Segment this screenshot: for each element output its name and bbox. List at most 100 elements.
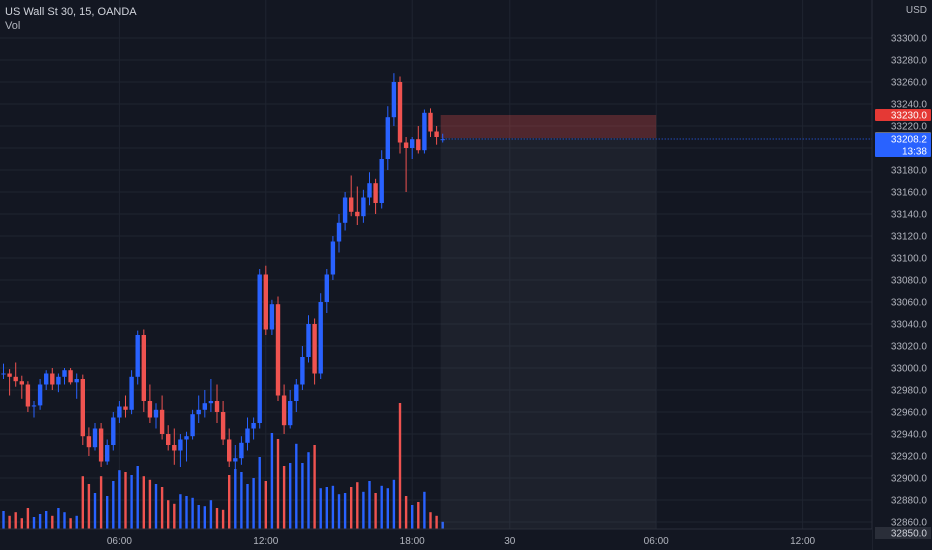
candle-body	[410, 139, 415, 148]
volume-bar	[246, 484, 249, 529]
volume-bar	[356, 482, 359, 529]
price-tick-label: 32980.0	[891, 386, 928, 397]
volume-bar	[63, 512, 66, 529]
volume-bar	[69, 518, 72, 529]
volume-bar	[398, 403, 402, 529]
volume-bar	[142, 476, 145, 529]
volume-bar	[148, 479, 152, 529]
volume-bar	[404, 496, 408, 529]
volume-bar	[423, 491, 426, 529]
volume-bar	[87, 484, 91, 529]
volume-bar	[258, 457, 261, 529]
candle-body	[92, 428, 98, 448]
price-tick-label: 32960.0	[891, 408, 928, 419]
volume-bar	[160, 487, 164, 529]
price-tick-label: 33140.0	[891, 210, 928, 221]
candle-body	[202, 403, 207, 410]
price-axis[interactable]: USD 32860.0 32880.0 32900.0 32920.0 32940.0 32…	[871, 0, 932, 550]
volume-bar	[234, 469, 237, 529]
price-tick-label: 33240.0	[891, 100, 928, 111]
candle-body	[7, 373, 12, 377]
candle-body	[318, 302, 323, 374]
price-tick-label: 33280.0	[891, 56, 928, 67]
volume-bar	[130, 475, 133, 529]
candle-body	[123, 406, 128, 410]
low-price-tag: 32850.0	[891, 529, 928, 540]
candle-body	[373, 183, 378, 203]
volume-bar	[197, 505, 200, 529]
volume-bar	[343, 493, 347, 529]
price-tick-label: 33020.0	[891, 342, 928, 353]
candle-body	[98, 428, 104, 462]
volume-bar	[154, 484, 158, 529]
volume-label[interactable]: Vol	[5, 20, 21, 32]
volume-bar	[289, 463, 292, 529]
time-tick-label: 30	[504, 536, 516, 547]
candle-body	[147, 401, 153, 418]
volume-bar	[374, 493, 377, 529]
volume-bar	[417, 502, 420, 529]
volume-bar	[392, 479, 396, 529]
candle-body	[275, 304, 281, 396]
volume-bar	[32, 517, 36, 529]
volume-bar	[295, 443, 298, 529]
time-tick-label: 18:00	[400, 536, 425, 547]
bar-countdown: 13:38	[902, 146, 927, 157]
candle-body	[440, 139, 445, 141]
volume-bar	[173, 503, 176, 529]
grid-lines	[0, 0, 872, 529]
volume-bar	[167, 500, 170, 529]
candle-body	[434, 131, 439, 137]
candle-body	[324, 274, 329, 302]
currency-label: USD	[906, 5, 927, 16]
symbol-title[interactable]: US Wall St 30, 15, OANDA	[5, 6, 137, 18]
volume-bar	[2, 511, 5, 529]
volume-bar	[118, 470, 121, 529]
price-tick-label: 33300.0	[891, 34, 928, 45]
candle-body	[178, 439, 183, 451]
candle-body	[141, 335, 146, 401]
candle-body	[306, 324, 311, 357]
position-tool[interactable]	[440, 115, 657, 529]
candlesticks[interactable]	[1, 73, 445, 478]
candle-body	[269, 304, 275, 330]
volume-bar	[191, 497, 194, 529]
volume-bar	[362, 491, 365, 529]
volume-bar	[441, 521, 444, 529]
volume-bar	[209, 500, 213, 529]
candle-body	[239, 442, 244, 459]
candle-body	[342, 197, 348, 223]
volume-bar	[8, 515, 11, 529]
candle-body	[349, 197, 354, 212]
candle-body	[336, 222, 342, 242]
candle-body	[25, 384, 31, 407]
price-tick-label: 32880.0	[891, 496, 928, 507]
volume-bar	[20, 518, 23, 529]
price-tick-label: 33080.0	[891, 276, 928, 287]
candle-body	[245, 428, 250, 443]
volume-bar	[14, 512, 17, 529]
candle-body	[13, 376, 18, 382]
price-tick-label: 33260.0	[891, 78, 928, 89]
volume-bar	[252, 478, 255, 529]
price-axis-bg	[872, 0, 932, 550]
candle-body	[355, 211, 360, 217]
volume-bar	[350, 487, 353, 529]
price-tick-label: 33040.0	[891, 320, 928, 331]
volume-bar	[99, 476, 103, 529]
projection-zone	[440, 138, 657, 529]
price-tick-label: 33060.0	[891, 298, 928, 309]
candle-body	[117, 406, 122, 418]
candle-body	[129, 376, 134, 410]
volume-bar	[221, 509, 225, 529]
candle-body	[44, 373, 49, 385]
candle-body	[428, 112, 433, 132]
time-tick-label: 06:00	[644, 536, 669, 547]
candle-body	[196, 409, 201, 415]
candle-body	[391, 82, 397, 118]
candle-body	[190, 414, 195, 437]
candle-body	[220, 412, 226, 440]
